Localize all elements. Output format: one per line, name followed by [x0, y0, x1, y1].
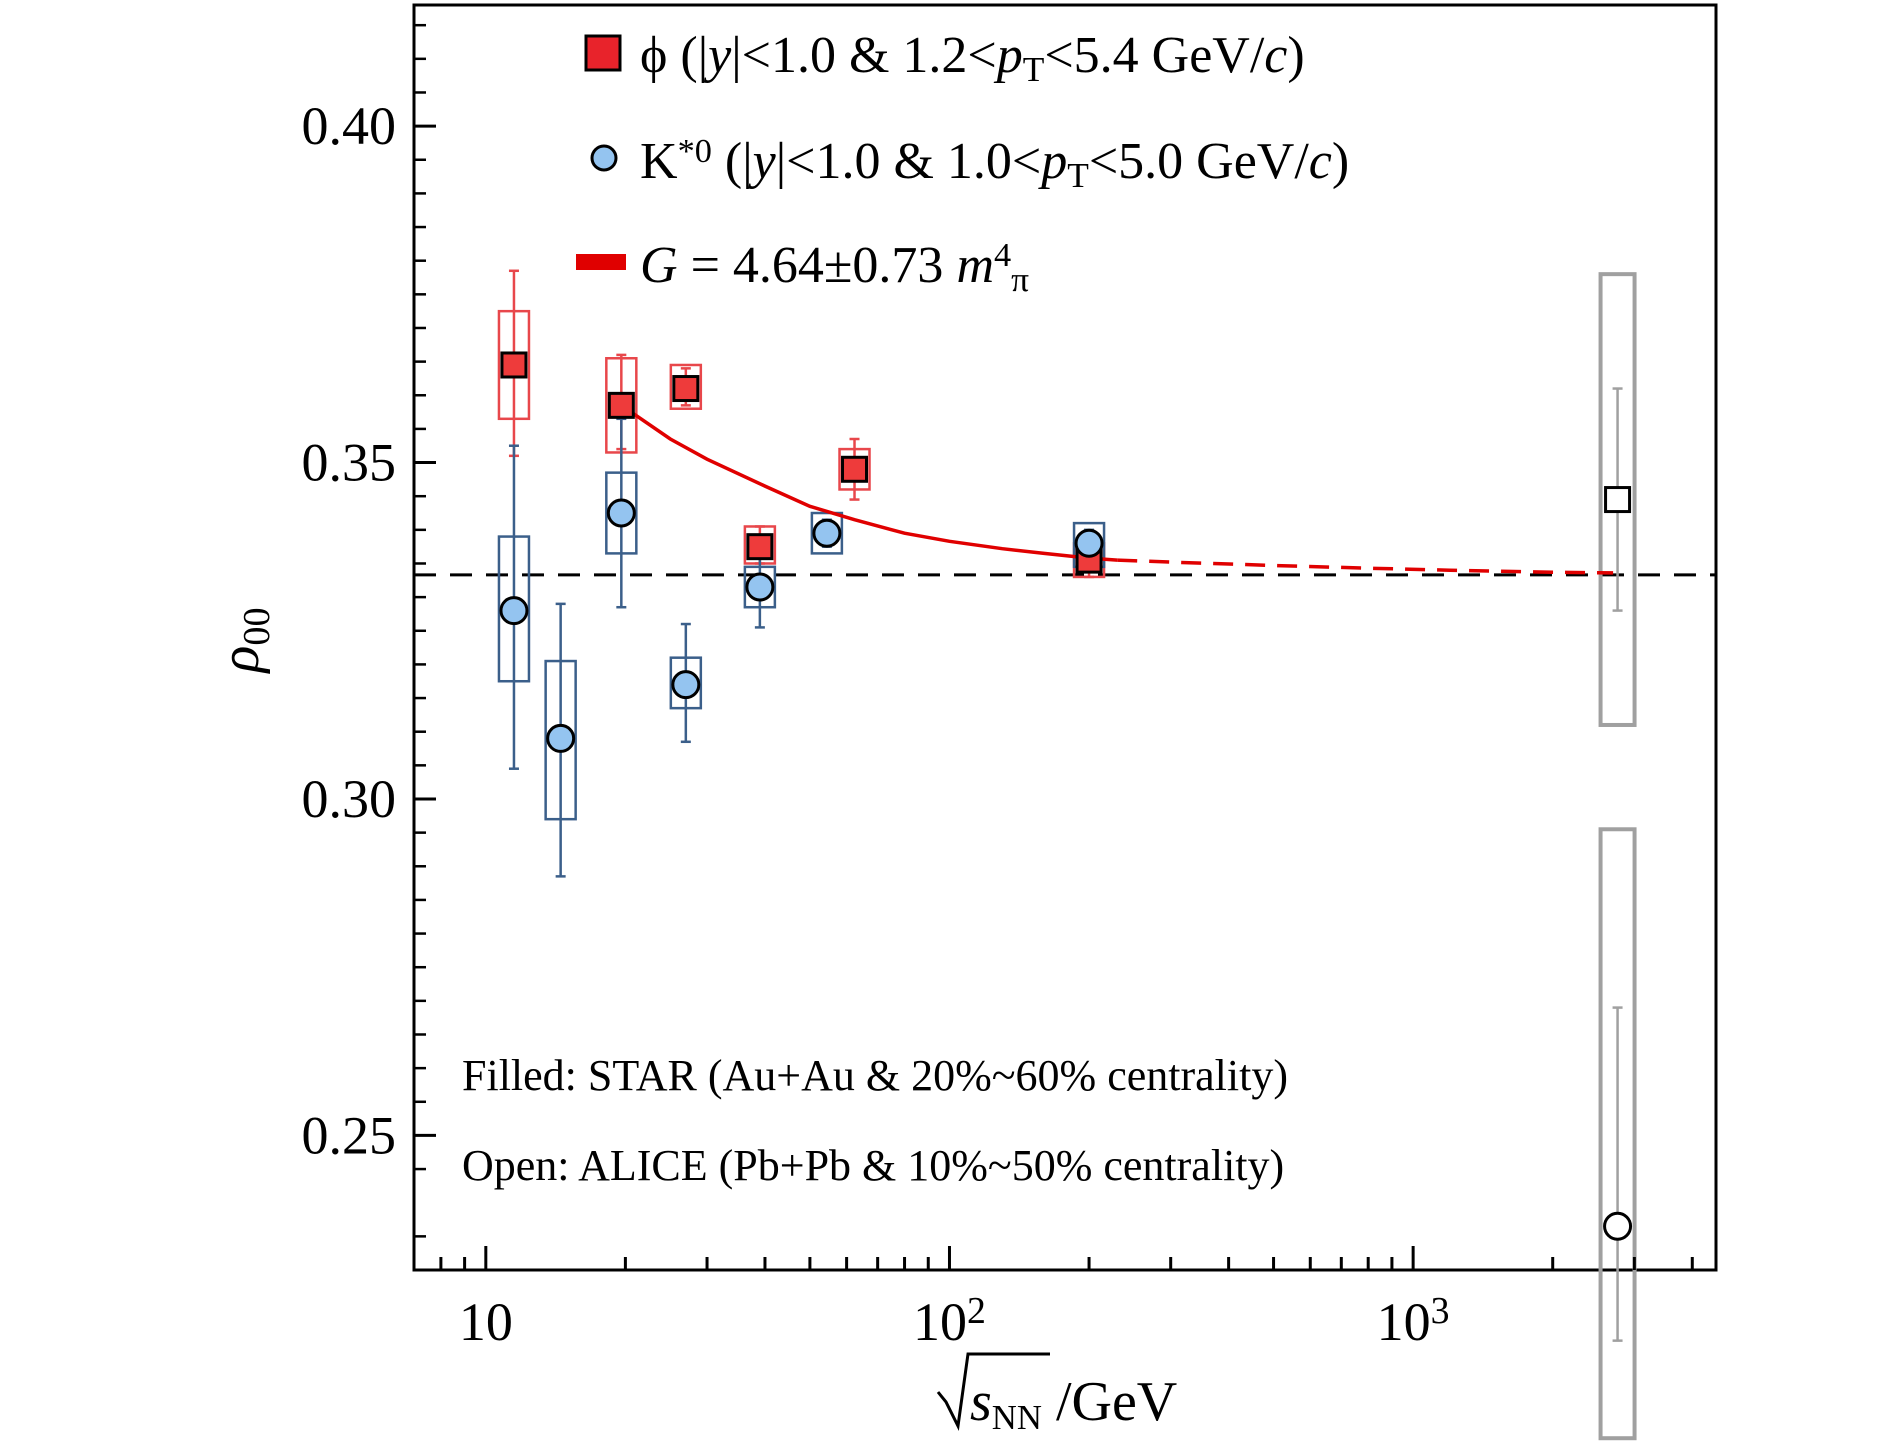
- square-marker-0-0: [500, 351, 528, 379]
- x-tick-exponent: 2: [967, 1290, 986, 1332]
- text-part: *0: [678, 132, 712, 170]
- sys-box-alice-3-0: [1598, 827, 1637, 1441]
- y-axis-label-sub: 00: [236, 608, 278, 646]
- text-part: T: [1023, 49, 1045, 89]
- y-axis-label-main: ρ: [209, 646, 271, 675]
- sys-box-alice-2-0: [1598, 272, 1637, 727]
- legend-phi-marker: [584, 34, 622, 72]
- text-part: <5.4 GeV/: [1044, 27, 1265, 84]
- x-tick-base: 10: [1377, 1292, 1431, 1352]
- circle-marker-1-2: [606, 498, 636, 528]
- circle-marker-1-0: [499, 596, 529, 626]
- experiment-note-1: Open: ALICE (Pb+Pb & 10%~50% centrality): [462, 1141, 1284, 1190]
- text-part: (|: [712, 133, 753, 190]
- text-part: π: [1011, 259, 1029, 299]
- x-axis-label-root: s: [970, 1371, 992, 1433]
- x-tick-label: 103: [1377, 1290, 1450, 1352]
- text-part: ϕ (|: [640, 27, 708, 84]
- circle-marker-3-0: [1603, 1211, 1633, 1241]
- x-axis-label-unit: /GeV: [1042, 1371, 1177, 1433]
- legend-kstar-marker: [590, 144, 618, 172]
- legend-entry-2: G = 4.64±0.73 m4π: [640, 236, 1029, 299]
- text-part: |<1.0 & 1.0<: [776, 133, 1042, 190]
- sqrt-symbol: [936, 1352, 1050, 1431]
- x-tick-label: 10: [459, 1292, 513, 1352]
- text-part: p: [993, 27, 1023, 84]
- legend-fit-line: [576, 254, 626, 270]
- text-part: <5.0 GeV/: [1089, 133, 1310, 190]
- text-part: 4: [994, 236, 1011, 274]
- x-tick-base: 10: [459, 1292, 513, 1352]
- x-axis-label: sNN /GeV: [970, 1371, 1177, 1437]
- text-part: ): [1332, 133, 1349, 190]
- square-marker-0-3: [746, 533, 774, 561]
- y-tick-label: 0.40: [302, 96, 397, 156]
- circle-marker-1-6: [1074, 528, 1104, 558]
- plot-frame: [412, 3, 1718, 1272]
- x-tick-base: 10: [913, 1292, 967, 1352]
- legend-entry-0: ϕ (|y|<1.0 & 1.2<pT<5.4 GeV/c): [640, 27, 1305, 89]
- y-axis-label: ρ00: [209, 608, 278, 675]
- text-part: ): [1287, 27, 1304, 84]
- fit-curve-solid: [620, 403, 1118, 562]
- circle-marker-1-1: [546, 723, 576, 753]
- circle-marker-1-4: [745, 572, 775, 602]
- y-tick-label: 0.35: [302, 433, 397, 493]
- square-marker-0-4: [841, 455, 869, 483]
- text-part: y: [703, 27, 732, 84]
- circle-marker-1-3: [671, 670, 701, 700]
- text-part: K: [640, 133, 678, 190]
- circle-marker-1-5: [812, 518, 842, 548]
- fit-curve-dashed: [1117, 558, 1614, 575]
- x-tick-label: 102: [913, 1290, 986, 1352]
- sys-box-star-0-2: [669, 363, 703, 410]
- text-part: T: [1067, 155, 1089, 195]
- text-part: p: [1037, 133, 1067, 190]
- x-axis-label-sub: NN: [992, 1398, 1042, 1437]
- text-part: c: [1309, 133, 1332, 190]
- text-part: m: [956, 237, 994, 294]
- y-tick-label: 0.25: [302, 1105, 397, 1165]
- legend-entry-1: K*0 (|y|<1.0 & 1.0<pT<5.0 GeV/c): [640, 132, 1349, 195]
- text-part: y: [748, 133, 777, 190]
- text-part: c: [1264, 27, 1287, 84]
- text-part: G: [640, 237, 678, 294]
- square-marker-2-0: [1604, 486, 1632, 514]
- text-part: = 4.64±0.73: [678, 237, 957, 294]
- y-tick-label: 0.30: [302, 769, 397, 829]
- experiment-note-0: Filled: STAR (Au+Au & 20%~60% centrality…: [462, 1051, 1288, 1100]
- text-part: |<1.0 & 1.2<: [731, 27, 997, 84]
- square-marker-0-1: [607, 391, 635, 419]
- square-marker-0-2: [672, 375, 700, 403]
- x-tick-exponent: 3: [1431, 1290, 1450, 1332]
